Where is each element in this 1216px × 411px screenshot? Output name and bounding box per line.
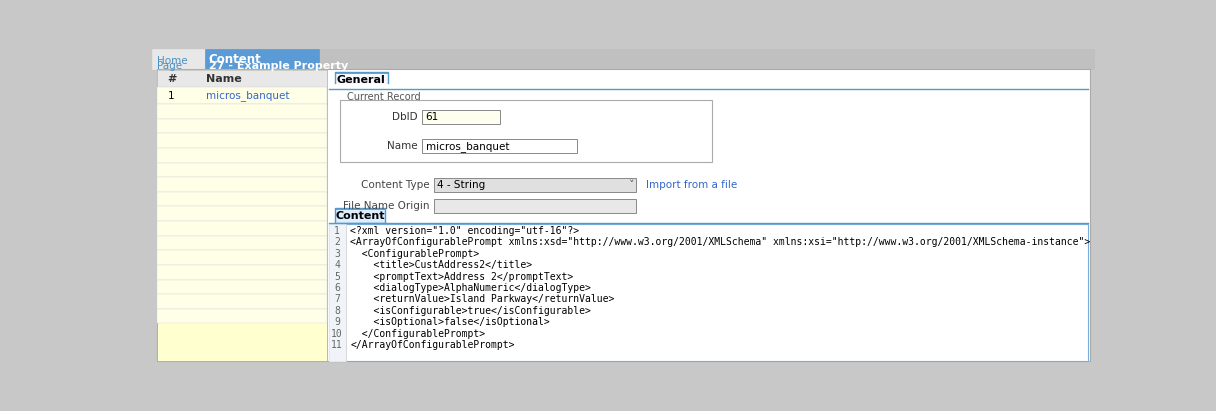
Bar bbox=[328, 224, 1088, 361]
Bar bbox=[157, 294, 327, 309]
Bar bbox=[434, 199, 636, 213]
Text: 8: 8 bbox=[334, 306, 340, 316]
Bar bbox=[434, 178, 636, 192]
Bar bbox=[157, 104, 327, 119]
Text: <returnValue>Island Parkway</returnValue>: <returnValue>Island Parkway</returnValue… bbox=[350, 295, 615, 305]
Text: <isConfigurable>true</isConfigurable>: <isConfigurable>true</isConfigurable> bbox=[350, 306, 591, 316]
Bar bbox=[152, 49, 1094, 69]
Text: ˅: ˅ bbox=[630, 180, 635, 190]
Bar bbox=[334, 208, 385, 210]
Bar bbox=[328, 84, 1088, 361]
Bar bbox=[157, 87, 327, 104]
Text: Content: Content bbox=[209, 53, 261, 66]
Text: micros_banquet: micros_banquet bbox=[207, 90, 289, 101]
Text: 4: 4 bbox=[334, 260, 340, 270]
Bar bbox=[328, 224, 345, 361]
Text: 2: 2 bbox=[334, 238, 340, 247]
Text: <title>CustAddress2</title>: <title>CustAddress2</title> bbox=[350, 260, 533, 270]
Bar bbox=[157, 309, 327, 323]
Bar bbox=[152, 49, 204, 69]
Bar bbox=[157, 206, 327, 221]
Text: <ConfigurablePrompt>: <ConfigurablePrompt> bbox=[350, 249, 479, 259]
Bar bbox=[334, 72, 388, 89]
Text: 11: 11 bbox=[331, 340, 343, 350]
Text: Content: Content bbox=[336, 211, 384, 221]
Text: File Name Origin: File Name Origin bbox=[343, 201, 429, 211]
Bar bbox=[157, 70, 327, 87]
Bar bbox=[204, 49, 320, 70]
Bar bbox=[334, 72, 388, 73]
Text: 4 - String: 4 - String bbox=[438, 180, 485, 190]
Text: 3: 3 bbox=[334, 249, 340, 259]
Text: #: # bbox=[168, 74, 176, 83]
Text: <isOptional>false</isOptional>: <isOptional>false</isOptional> bbox=[350, 317, 550, 327]
Text: 5: 5 bbox=[334, 272, 340, 282]
Text: Home: Home bbox=[157, 56, 188, 66]
Bar bbox=[157, 250, 327, 265]
Bar bbox=[157, 177, 327, 192]
Text: Import from a file: Import from a file bbox=[647, 180, 738, 190]
Text: 10: 10 bbox=[331, 329, 343, 339]
Text: Name: Name bbox=[207, 74, 242, 83]
Text: Content Type: Content Type bbox=[361, 180, 429, 190]
Bar bbox=[157, 119, 327, 133]
Text: Page: Page bbox=[157, 61, 182, 71]
Text: Name: Name bbox=[387, 141, 418, 151]
Text: </ArrayOfConfigurablePrompt>: </ArrayOfConfigurablePrompt> bbox=[350, 340, 514, 350]
Text: DbID: DbID bbox=[393, 112, 418, 122]
Bar bbox=[157, 69, 327, 361]
Bar bbox=[157, 162, 327, 177]
Text: 27 - Example Property: 27 - Example Property bbox=[209, 61, 348, 71]
Bar bbox=[157, 279, 327, 294]
Text: 9: 9 bbox=[334, 317, 340, 327]
Text: <promptText>Address 2</promptText>: <promptText>Address 2</promptText> bbox=[350, 272, 574, 282]
Text: 1: 1 bbox=[334, 226, 340, 236]
Text: 1: 1 bbox=[168, 90, 174, 101]
Bar bbox=[422, 110, 500, 124]
Text: </ConfigurablePrompt>: </ConfigurablePrompt> bbox=[350, 329, 485, 339]
Text: Current Record: Current Record bbox=[347, 92, 421, 102]
Text: <?xml version="1.0" encoding="utf-16"?>: <?xml version="1.0" encoding="utf-16"?> bbox=[350, 226, 580, 236]
Text: <dialogType>AlphaNumeric</dialogType>: <dialogType>AlphaNumeric</dialogType> bbox=[350, 283, 591, 293]
Bar bbox=[157, 265, 327, 279]
Bar bbox=[157, 192, 327, 206]
Text: <ArrayOfConfigurablePrompt xmlns:xsd="http://www.w3.org/2001/XMLSchema" xmlns:xs: <ArrayOfConfigurablePrompt xmlns:xsd="ht… bbox=[350, 238, 1091, 247]
Text: 61: 61 bbox=[426, 112, 439, 122]
Bar bbox=[157, 133, 327, 148]
Text: 7: 7 bbox=[334, 295, 340, 305]
Text: 6: 6 bbox=[334, 283, 340, 293]
Bar bbox=[157, 236, 327, 250]
Bar bbox=[422, 139, 578, 153]
Bar bbox=[157, 221, 327, 236]
Bar bbox=[157, 148, 327, 162]
Text: General: General bbox=[337, 75, 385, 85]
Bar bbox=[334, 208, 385, 223]
Bar bbox=[157, 87, 327, 88]
Bar bbox=[340, 100, 713, 162]
Text: micros_banquet: micros_banquet bbox=[426, 141, 510, 152]
